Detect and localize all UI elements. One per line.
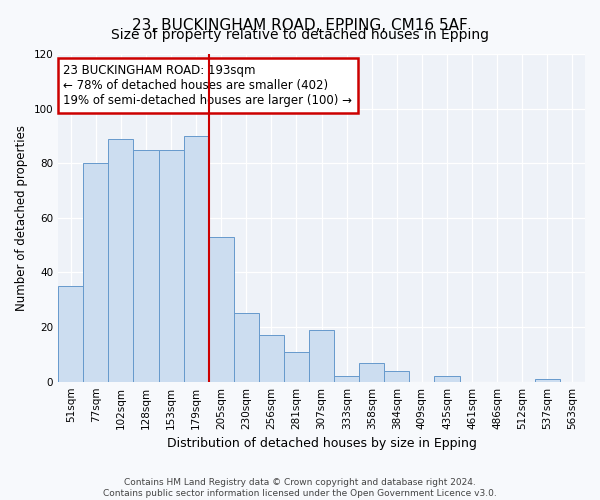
Bar	[359, 362, 385, 382]
Bar	[109, 138, 133, 382]
Bar	[158, 150, 184, 382]
Bar	[58, 286, 83, 382]
Bar	[184, 136, 209, 382]
Bar	[234, 314, 259, 382]
Bar	[83, 163, 109, 382]
Text: 23, BUCKINGHAM ROAD, EPPING, CM16 5AF: 23, BUCKINGHAM ROAD, EPPING, CM16 5AF	[132, 18, 468, 32]
Text: 23 BUCKINGHAM ROAD: 193sqm
← 78% of detached houses are smaller (402)
19% of sem: 23 BUCKINGHAM ROAD: 193sqm ← 78% of deta…	[64, 64, 352, 107]
Bar	[284, 352, 309, 382]
Bar	[334, 376, 359, 382]
Y-axis label: Number of detached properties: Number of detached properties	[15, 125, 28, 311]
Bar	[434, 376, 460, 382]
Bar	[133, 150, 158, 382]
Bar	[259, 336, 284, 382]
Bar	[385, 371, 409, 382]
Text: Size of property relative to detached houses in Epping: Size of property relative to detached ho…	[111, 28, 489, 42]
Bar	[535, 379, 560, 382]
Bar	[209, 237, 234, 382]
X-axis label: Distribution of detached houses by size in Epping: Distribution of detached houses by size …	[167, 437, 476, 450]
Text: Contains HM Land Registry data © Crown copyright and database right 2024.
Contai: Contains HM Land Registry data © Crown c…	[103, 478, 497, 498]
Bar	[309, 330, 334, 382]
